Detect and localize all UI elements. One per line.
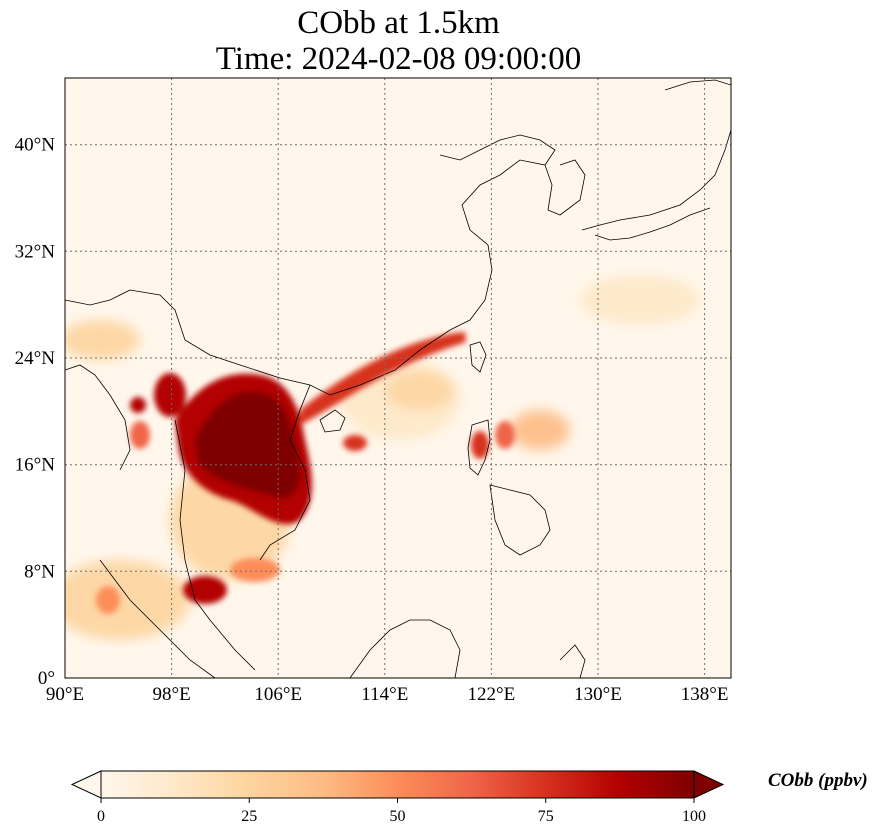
plume-gulf-of-thailand <box>183 576 227 604</box>
colorbar-tick-label: 0 <box>97 808 105 825</box>
plume-gulf-east <box>230 558 280 582</box>
y-tick-label: 16°N <box>15 455 56 476</box>
plume-myanmar-south <box>130 421 150 449</box>
x-tick-label: 98°E <box>152 684 190 705</box>
plume-hainan-east <box>343 435 367 451</box>
plume-south-china-band <box>300 332 466 425</box>
plume-luzon-haze <box>510 410 570 450</box>
coastline-malay-peninsula <box>174 419 256 671</box>
x-tick-label: 138°E <box>681 684 729 705</box>
co-field <box>65 275 700 640</box>
colorbar-tick-label: 25 <box>241 808 257 825</box>
colorbar-title: CObb (ppbv) <box>768 770 868 791</box>
x-axis-labels: 90°E 98°E 106°E 114°E 122°E 130°E 138°E <box>46 684 729 705</box>
map-panel <box>65 78 731 678</box>
coastline-sulawesi <box>559 644 586 678</box>
map-title-line2: Time: 2024-02-08 09:00:00 <box>215 41 582 77</box>
colorbar-tick-labels: 0 25 50 75 100 <box>97 808 706 825</box>
coastline-sumatra <box>99 559 216 678</box>
colorbar-tick-label: 75 <box>538 808 554 825</box>
coastline-luzon <box>467 419 491 476</box>
x-tick-label: 122°E <box>468 684 516 705</box>
colorbar-extend-min <box>70 770 102 799</box>
plume-pacific-haze <box>580 275 700 325</box>
coastline-hainan <box>319 409 346 433</box>
plume-andaman-haze <box>65 560 190 640</box>
plume-sea-patch <box>385 370 455 410</box>
y-tick-label: 32°N <box>15 241 56 262</box>
colorbar-extend-max <box>693 770 725 799</box>
y-tick-label: 8°N <box>24 561 55 582</box>
colorbar-tick-label: 100 <box>682 808 706 825</box>
y-axis-labels: 0° 8°N 16°N 24°N 32°N 40°N <box>15 135 56 689</box>
coastline-philippines-south <box>489 484 551 556</box>
x-tick-label: 114°E <box>361 684 408 705</box>
plume-luzon-north <box>471 431 489 459</box>
map-title-line1: CObb at 1.5km <box>297 5 500 41</box>
coastline-asia-mainland <box>65 134 556 396</box>
map-frame <box>64 77 732 679</box>
plume-myanmar-spot <box>130 397 146 413</box>
colorbar: 0 25 50 75 100 <box>70 770 725 825</box>
colorbar-tick-label: 50 <box>390 808 406 825</box>
x-tick-label: 130°E <box>574 684 622 705</box>
coastline-japan <box>581 129 731 231</box>
y-tick-label: 0° <box>38 668 55 689</box>
coastline-vietnam <box>259 384 311 561</box>
plume-luzon-east <box>495 421 515 449</box>
coastline-sakhalin <box>664 79 731 91</box>
coastline-korea <box>544 159 586 216</box>
x-tick-label: 106°E <box>254 684 302 705</box>
coastlines <box>65 79 731 678</box>
coastline-taiwan <box>469 341 487 373</box>
colorbar-ticks <box>100 798 695 803</box>
coastline-bay-of-bengal <box>65 364 131 471</box>
coastline-japan-south <box>594 207 711 241</box>
y-tick-label: 40°N <box>15 135 56 156</box>
x-tick-label: 90°E <box>46 684 84 705</box>
colorbar-gradient <box>101 771 694 798</box>
plume-andaman-southwest <box>96 586 120 614</box>
coastline-borneo <box>349 619 461 678</box>
plume-bay-of-bengal-haze <box>65 320 140 360</box>
gridlines <box>65 78 731 678</box>
plume-indochina-peak <box>195 391 301 499</box>
y-tick-label: 24°N <box>15 348 56 369</box>
plume-myanmar-west <box>154 373 186 417</box>
